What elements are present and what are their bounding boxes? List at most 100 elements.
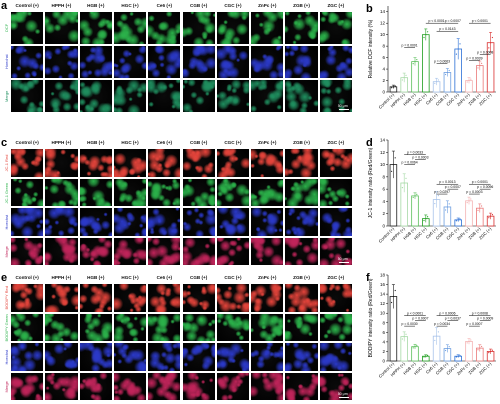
significance-label: p = 0.0008: [477, 51, 493, 55]
column-header: CGC (+): [224, 140, 242, 145]
panel-letter-b: b: [366, 3, 373, 15]
data-point: [394, 85, 396, 87]
data-point: [459, 218, 461, 220]
micrograph-tile: [147, 148, 182, 178]
significance-label: p = 0.0007: [466, 322, 482, 326]
micrograph-tile: [10, 283, 45, 313]
micrograph-tile: [215, 79, 251, 113]
micrograph-tile: [78, 45, 113, 79]
y-tick-label: 18: [380, 273, 386, 278]
significance-label: p = 0.0007: [412, 316, 428, 320]
bar-chart-d: d 0 2 4 6 8 10 12 14 JC-1 intensity ratio (Red/Gr…: [366, 137, 496, 244]
data-point: [466, 202, 468, 204]
column-header: HGC (+): [121, 140, 139, 145]
micrograph-tile: [10, 177, 45, 207]
y-tick-label: 0: [382, 90, 385, 95]
y-tick-label: 8: [382, 320, 385, 325]
micrograph-tile: [147, 283, 182, 313]
data-point: [394, 157, 396, 159]
data-point: [448, 69, 450, 72]
micrograph-tile: [44, 148, 79, 178]
micrograph-tile: [147, 312, 182, 342]
data-point: [491, 36, 493, 39]
data-point: [477, 209, 479, 211]
scale-bar-label: 50 μm: [337, 104, 348, 108]
column-header: ZnPc (+): [258, 275, 277, 280]
micrograph-tile: [44, 79, 79, 113]
data-point: [392, 295, 394, 298]
data-point: [416, 193, 418, 195]
data-point: [394, 289, 396, 292]
data-point: [403, 336, 405, 338]
micrograph-tile: [215, 177, 251, 207]
data-point: [477, 67, 479, 69]
micrograph-tile: [44, 236, 79, 266]
data-point: [427, 354, 429, 357]
row-label: BODIPY Red: [4, 286, 9, 310]
data-point: [481, 205, 483, 207]
data-point: [437, 331, 439, 333]
bar-chart-f: f 0 2 4 6 8 10 12 14 16 18 BODIPY intensity ratio (…: [366, 272, 496, 379]
micrograph-tile: [250, 342, 285, 372]
column-header: Ce6 (+): [156, 140, 173, 145]
row-label: Hoechst: [4, 349, 9, 365]
data-point: [423, 219, 425, 222]
data-point: [470, 78, 472, 80]
data-point: [427, 31, 429, 33]
micrograph-tile: [284, 11, 319, 45]
data-point: [466, 342, 468, 344]
data-point: [468, 340, 470, 343]
micrograph-tile: [215, 11, 251, 45]
data-point: [434, 339, 436, 342]
micrograph-tile: [318, 236, 353, 266]
micrograph-tile: [181, 342, 216, 372]
y-tick-label: 14: [380, 138, 386, 143]
micrograph-tile: [181, 283, 216, 313]
y-axis-label: Relative DCF intensity (%): [368, 19, 374, 78]
column-header: HGB (+): [87, 275, 105, 280]
column-header: HGB (+): [87, 140, 105, 145]
data-point: [459, 43, 461, 45]
micrograph-tile: [10, 207, 45, 237]
column-header: CGC (+): [224, 275, 242, 280]
micrograph-tile: [284, 79, 319, 113]
panel-letter-f: f: [366, 272, 370, 284]
micrograph-tile: [78, 342, 113, 372]
data-point: [445, 73, 447, 76]
micrograph-tile: [112, 11, 148, 45]
x-tick-label: HGC (+): [413, 361, 428, 376]
x-tick-label: ZGC (+): [478, 92, 493, 107]
micrograph-tile: [181, 312, 216, 342]
data-point: [455, 53, 457, 55]
scale-bar: [338, 262, 349, 263]
column-header: CGB (+): [190, 140, 208, 145]
data-point: [477, 349, 479, 351]
micrograph-tile: [215, 207, 251, 237]
significance-label: p < 0.0001: [472, 19, 488, 23]
micrograph-tile: [250, 177, 285, 207]
y-tick-label: 8: [382, 174, 385, 179]
significance-label: p = 0.0009: [477, 316, 493, 320]
significance-label: p = 0.0030: [402, 322, 418, 326]
micrograph-tile: [215, 45, 251, 79]
micrograph-tile: [44, 11, 79, 45]
micrograph-tile: [112, 45, 148, 79]
data-point: [445, 209, 447, 211]
data-point: [445, 349, 447, 352]
micrograph-tile: [250, 371, 285, 401]
significance-label: p = 0.0039: [466, 56, 482, 60]
y-axis-label: JC-1 intensity ratio (Red/Green): [368, 147, 374, 218]
data-point: [391, 301, 393, 304]
scale-bar-label: 50 μm: [337, 257, 348, 261]
micrograph-tile: [215, 342, 251, 372]
micrograph-tile: [112, 207, 148, 237]
data-point: [434, 202, 436, 205]
micrograph-tile: [44, 177, 79, 207]
micrograph-tile: [44, 371, 79, 401]
micrograph-tile: [112, 371, 148, 401]
y-tick-label: 2: [382, 349, 385, 354]
data-point: [401, 79, 403, 81]
panel-letter-c: c: [1, 137, 8, 149]
data-point: [412, 63, 414, 65]
